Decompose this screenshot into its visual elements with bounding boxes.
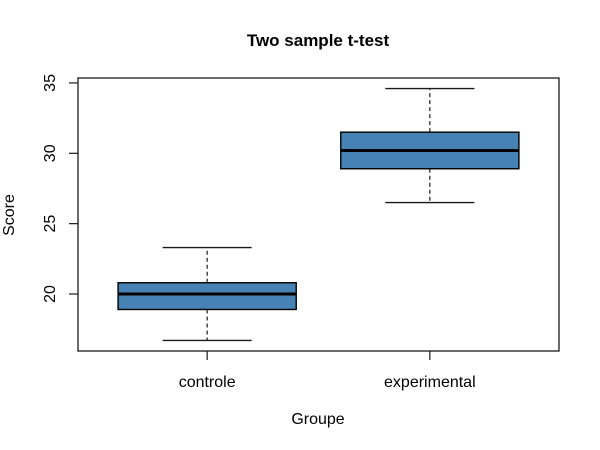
y-tick-label: 35 (42, 74, 59, 92)
y-tick-label: 30 (42, 144, 59, 162)
x-axis-title: Groupe (291, 411, 344, 428)
x-tick-label: experimental (384, 374, 476, 391)
iqr-box (117, 282, 297, 311)
boxplot-controle (117, 246, 297, 342)
y-tick-label: 20 (42, 285, 59, 303)
x-tick-label: controle (179, 374, 236, 391)
plot-frame (77, 77, 560, 352)
plot-content: 20 25 30 35 controle experimental (42, 74, 520, 391)
y-tick-label: 25 (42, 215, 59, 233)
boxplot-experimental (340, 87, 520, 204)
y-axis-title: Score (1, 194, 18, 236)
chart-title: Two sample t-test (247, 31, 390, 50)
